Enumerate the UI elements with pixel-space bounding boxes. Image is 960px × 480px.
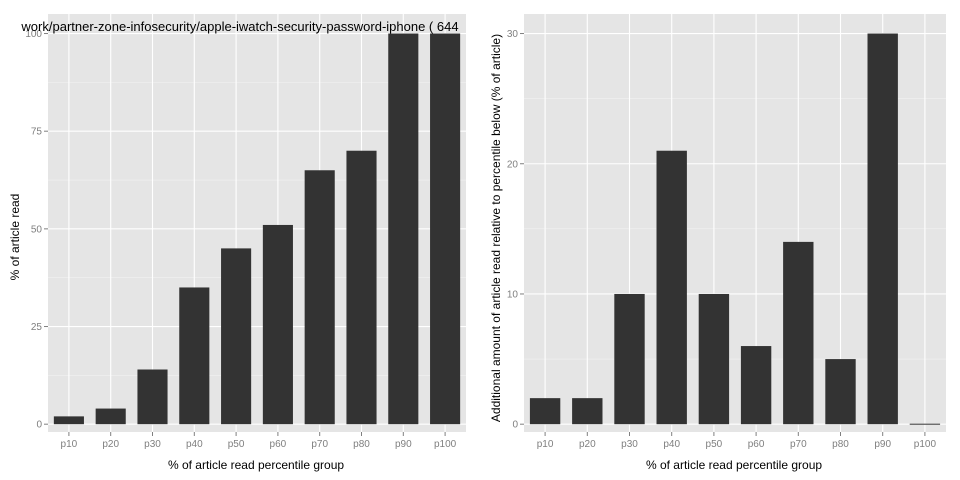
left-chart-x-axis-title: % of article read percentile group xyxy=(168,458,344,472)
left-chart-x-tick-label: p80 xyxy=(353,439,370,450)
left-chart-bar-p30 xyxy=(137,369,168,425)
right-chart-bar-p20 xyxy=(572,398,603,425)
left-chart-x-tick-label: p100 xyxy=(434,439,457,450)
right-chart-x-tick-label: p60 xyxy=(748,439,765,450)
left-chart-x-tick-label: p50 xyxy=(228,439,245,450)
left-chart: 0 25 50 75 100 p10 p20 p30 p40 p50 p60 p70 p80 p90 p10… xyxy=(8,14,466,472)
left-chart-title: work/partner-zone-infosecurity/apple-iwa… xyxy=(20,19,458,34)
left-chart-bar-p80 xyxy=(346,150,377,425)
right-chart-y-tick-label: 30 xyxy=(507,29,519,40)
right-chart-bar-p100 xyxy=(909,423,941,425)
left-chart-y-tick-label: 25 xyxy=(31,322,43,333)
right-chart-bar-p10 xyxy=(529,398,561,425)
right-chart-bar-p70 xyxy=(783,241,814,425)
left-chart-bar-p100 xyxy=(430,33,461,425)
right-chart-x-tick-label: p70 xyxy=(790,439,807,450)
right-chart-x-tick-label: p80 xyxy=(832,439,849,450)
left-chart-x-tick-label: p10 xyxy=(61,439,78,450)
right-chart-y-tick-label: 10 xyxy=(507,289,519,300)
left-chart-bar-p20 xyxy=(95,408,126,425)
left-chart-y-tick-label: 0 xyxy=(36,420,42,431)
right-chart-y-tick-label: 20 xyxy=(507,159,519,170)
left-chart-bar-p50 xyxy=(221,248,252,425)
right-chart-plot-area: 0 10 20 30 p10 p20 p30 p40 p50 p60 p70 p80 p90 p100 xyxy=(507,14,946,450)
left-chart-x-tick-label: p60 xyxy=(270,439,287,450)
left-chart-x-tick-label: p40 xyxy=(186,439,203,450)
left-chart-y-tick-label: 50 xyxy=(31,224,43,235)
left-chart-x-tick-label: p90 xyxy=(395,439,412,450)
left-chart-x-tick-label: p20 xyxy=(102,439,119,450)
left-chart-y-tick-label: 100 xyxy=(25,29,42,40)
right-chart-y-tick-label: 0 xyxy=(512,420,518,431)
right-chart-bar-p40 xyxy=(656,150,687,425)
right-chart-x-tick-label: p50 xyxy=(706,439,723,450)
right-chart-x-tick-label: p30 xyxy=(621,439,638,450)
left-chart-y-axis-title: % of article read xyxy=(8,194,22,281)
right-chart-x-axis-title: % of article read percentile group xyxy=(646,458,822,472)
right-chart-x-tick-label: p100 xyxy=(914,439,937,450)
right-chart-bar-p50 xyxy=(698,293,730,425)
left-chart-y-tick-label: 75 xyxy=(31,127,43,138)
left-chart-bar-p40 xyxy=(179,287,210,425)
right-chart-y-axis-title: Additional amount of article read relati… xyxy=(489,34,503,422)
left-chart-x-tick-label: p30 xyxy=(144,439,161,450)
right-chart: 0 10 20 30 p10 p20 p30 p40 p50 p60 p70 p80 p90 p100 A… xyxy=(489,14,946,472)
right-chart-x-tick-label: p20 xyxy=(579,439,596,450)
right-chart-bar-p30 xyxy=(614,293,645,425)
left-chart-plot-area: 0 25 50 75 100 p10 p20 p30 p40 p50 p60 p70 p80 p90 p10… xyxy=(25,14,466,450)
left-chart-bar-p60 xyxy=(262,224,293,425)
right-chart-x-tick-label: p90 xyxy=(874,439,891,450)
right-chart-x-tick-label: p10 xyxy=(537,439,554,450)
right-chart-bar-p90 xyxy=(867,33,898,425)
left-chart-bar-p10 xyxy=(53,416,84,425)
left-chart-bar-p90 xyxy=(388,33,419,425)
left-chart-x-tick-label: p70 xyxy=(311,439,328,450)
right-chart-bar-p60 xyxy=(740,346,772,425)
left-chart-bar-p70 xyxy=(304,170,335,425)
right-chart-bar-p80 xyxy=(825,359,856,425)
right-chart-x-tick-label: p40 xyxy=(663,439,680,450)
